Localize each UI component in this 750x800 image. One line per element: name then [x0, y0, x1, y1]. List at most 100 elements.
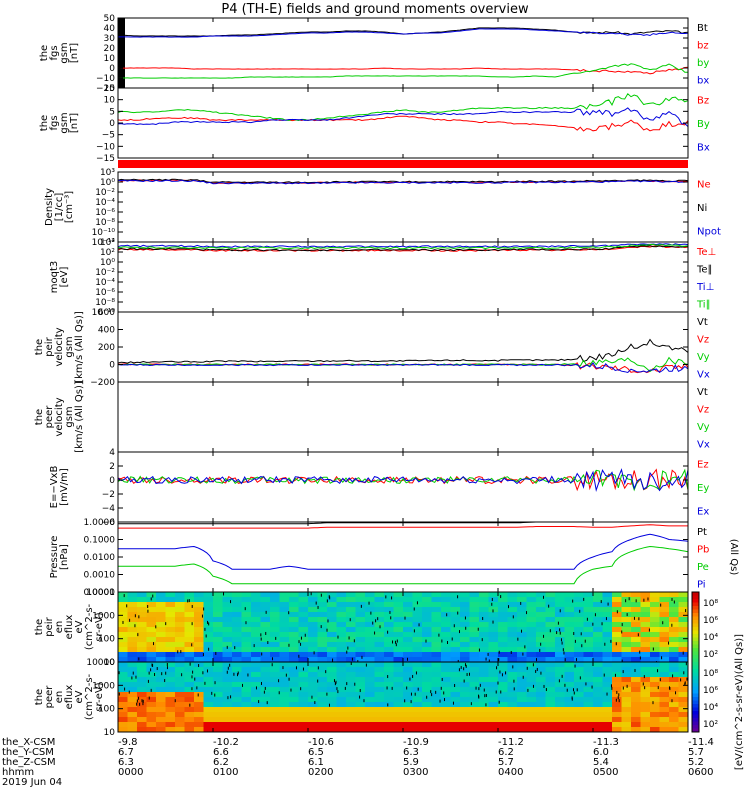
- panel-frame: [117, 311, 689, 383]
- legend-entry: Pb: [697, 544, 709, 555]
- legend-entry: Pi: [697, 579, 706, 590]
- ephemeris-value: 6.5: [308, 747, 324, 758]
- ephemeris-row-label: the_Y-CSM: [2, 747, 54, 758]
- panel-frame: [117, 241, 689, 313]
- y-tick-label: 10⁻²: [95, 188, 115, 198]
- panel-peer_velocity: the peer velocity gsm [km/s (All Qs)] Vt Vz Vy V…: [34, 381, 710, 453]
- y-tick-label: 10⁻⁸: [95, 298, 115, 308]
- y-tick-label: −10: [96, 74, 115, 84]
- series-peir_velocity-Vy: [118, 356, 688, 373]
- y-tick-label: 10⁻⁴: [95, 278, 115, 288]
- y-tick-label: 10⁻⁶: [95, 288, 115, 298]
- y-tick-label: 50: [104, 14, 116, 24]
- series-e_field-Ey: [118, 468, 688, 492]
- legend-entry: Vz: [697, 404, 709, 415]
- legend-entry: Ti⊥: [696, 282, 714, 293]
- series-fgs_gsm_detail-Bx: [118, 107, 688, 128]
- status-bar: [118, 160, 688, 168]
- legend-entry: Npot: [697, 226, 721, 237]
- ephemeris-value: 0100: [213, 767, 238, 778]
- series-pressure-Pi: [118, 533, 688, 570]
- legend-entry: Vy: [697, 422, 710, 433]
- legend-entry: Ne: [697, 180, 711, 191]
- series-fgs_gsm-Bt: [118, 27, 688, 37]
- y-tick-label: 10⁻¹²: [92, 238, 116, 248]
- legend-entry: Pe: [697, 562, 709, 573]
- y-tick-label: 1000: [92, 681, 115, 691]
- y-axis-label: the: [39, 45, 50, 61]
- y-tick-label: 100: [98, 635, 115, 645]
- y-axis-label: gsm: [64, 406, 75, 427]
- series-fgs_gsm-bx: [118, 28, 688, 38]
- series-temperature-Te∥: [118, 245, 688, 252]
- data-gap-bar: [118, 18, 125, 88]
- y-tick-label: 4: [109, 448, 115, 458]
- y-tick-label: 200: [98, 343, 115, 353]
- y-tick-label: 10³: [100, 168, 115, 178]
- y-tick-label: 0.0001: [84, 588, 116, 598]
- legend-entry: Te∥: [696, 264, 713, 275]
- y-axis-label: (cm^2-s-: [84, 673, 95, 720]
- y-tick-label: 0: [109, 119, 115, 129]
- y-tick-label: 600: [98, 308, 115, 318]
- colorbar-label: [eV/(cm^2-s-sr-eV)(All Qs)]: [734, 634, 745, 770]
- y-tick-label: 0.0010: [84, 571, 116, 581]
- series-density-Npot: [118, 179, 688, 185]
- legend-entry: Ex: [697, 506, 709, 517]
- legend-entry: Pt: [697, 527, 707, 538]
- legend-entry: Vt: [697, 317, 708, 328]
- legend-entry: Vx: [697, 369, 710, 380]
- ephemeris-row-label: the_Z-CSM: [2, 757, 56, 768]
- y-axis-label: gsm: [59, 112, 70, 133]
- series-density-Ni: [118, 178, 688, 184]
- ephemeris-value: 6.7: [118, 747, 134, 758]
- y-tick-label: 0.0100: [84, 553, 116, 563]
- ephemeris-value: 6.3: [118, 757, 134, 768]
- legend-entry: By: [697, 119, 710, 130]
- panel-frame: [117, 87, 689, 159]
- y-axis-label: Density: [44, 188, 55, 226]
- legend-entry: Bx: [697, 142, 710, 153]
- x-axis-ephemeris: the_X-CSM -9.8 -10.2 -10.6 -10.9 -11.2 -11.3 -1…: [2, 737, 714, 788]
- y-axis-label: peir: [44, 336, 55, 356]
- y-tick-label: 40: [104, 24, 116, 34]
- series-temperature-Ti∥: [118, 243, 688, 250]
- legend-entry: bz: [697, 40, 709, 51]
- series-e_field-Ex: [118, 468, 688, 492]
- y-tick-label: 10000: [86, 588, 115, 598]
- panel-peir_velocity: 600 400 200 0 −200 the peir velocity gsm [km/s (A…: [34, 308, 710, 388]
- y-tick-label: 10: [104, 54, 116, 64]
- y-tick-label: −15: [96, 154, 115, 164]
- y-tick-label: 10⁻⁴: [95, 198, 115, 208]
- y-tick-label: 0: [109, 361, 115, 371]
- ephemeris-value: 0200: [308, 767, 333, 778]
- y-tick-label: 5: [109, 107, 115, 117]
- y-axis-label: the: [34, 409, 45, 425]
- y-axis-label: eflux: [64, 615, 75, 640]
- y-axis-label: [nPa]: [59, 544, 70, 570]
- y-axis-label: the: [34, 619, 45, 635]
- series-fgs_gsm_detail-By: [118, 93, 688, 122]
- y-tick-label: −4: [102, 504, 116, 514]
- y-tick-label: 10000: [86, 658, 115, 668]
- legend-entry: Ez: [697, 460, 709, 471]
- y-tick-label: −2: [102, 490, 115, 500]
- ephemeris-row-label: the_X-CSM: [2, 737, 55, 748]
- series-temperature-Te⊥: [118, 245, 688, 252]
- ephemeris-value: 0500: [593, 767, 618, 778]
- y-tick-label: 1.0000: [84, 518, 116, 528]
- panel-frame: [117, 451, 689, 523]
- panel-frame: [117, 381, 689, 453]
- y-tick-label: −10: [96, 142, 115, 152]
- y-axis-label: eflux: [64, 685, 75, 710]
- colorbar: 10⁸ 10⁶ 10⁴ 10² 10⁸ 10⁶ 10⁴ 10² [eV/(cm^2-s-sr-e…: [691, 591, 745, 770]
- colorbar-tick: 10²: [703, 720, 718, 730]
- y-tick-label: −200: [90, 378, 115, 388]
- y-tick-label: 10: [104, 658, 116, 668]
- ephemeris-value: 5.4: [593, 757, 609, 768]
- y-axis-label: eV: [74, 620, 85, 633]
- y-tick-label: 1000: [92, 611, 115, 621]
- y-axis-label: fgs: [49, 115, 60, 130]
